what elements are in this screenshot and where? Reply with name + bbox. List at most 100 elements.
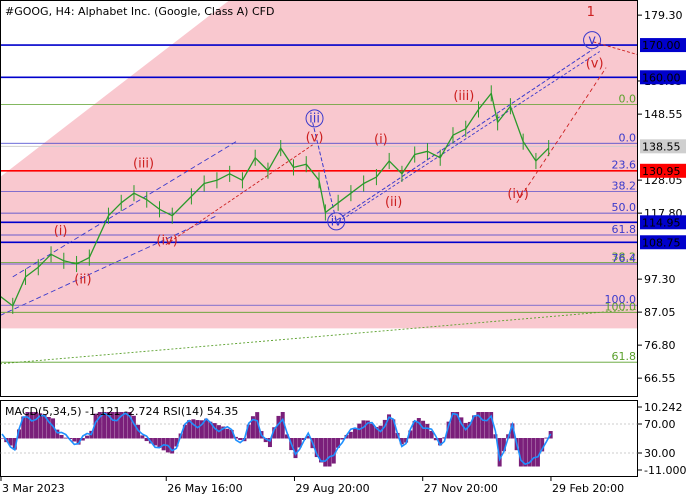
price-axis: 179.30158.85148.55128.05117.8097.3087.05… bbox=[638, 9, 683, 385]
macd-bar bbox=[182, 424, 187, 439]
macd-bar bbox=[544, 437, 549, 439]
macd-bar bbox=[348, 431, 353, 439]
x-tick-label: 3 Mar 2023 bbox=[2, 482, 65, 495]
macd-bar bbox=[467, 421, 472, 439]
sub-tick-label: 30.00 bbox=[644, 447, 676, 460]
macd-bar bbox=[76, 438, 81, 445]
wave-channel bbox=[0, 0, 638, 329]
macd-bar bbox=[382, 419, 387, 439]
macd-bar bbox=[140, 435, 145, 439]
macd-bar bbox=[0, 438, 4, 439]
wave-label: (v) bbox=[586, 57, 604, 72]
macd-bar bbox=[370, 423, 375, 439]
macd-bar bbox=[429, 430, 434, 439]
y-tick-label: 66.55 bbox=[644, 372, 676, 385]
macd-bar bbox=[153, 438, 158, 446]
y-tick-label: 87.05 bbox=[644, 306, 676, 319]
wave-label: v bbox=[588, 33, 596, 48]
price-tags: 170.00 160.00 138.55 130.95 114.95 108.75 bbox=[640, 38, 686, 250]
macd-bar bbox=[38, 413, 43, 439]
macd-bar bbox=[212, 423, 217, 439]
fib-green-label: 61.8 bbox=[612, 350, 637, 363]
price-series bbox=[0, 85, 550, 314]
macd-bar bbox=[106, 412, 111, 439]
macd-bar bbox=[55, 429, 60, 439]
y-tick-label: 76.80 bbox=[644, 339, 676, 352]
macd-bar bbox=[387, 414, 392, 439]
macd-bar bbox=[306, 435, 311, 439]
fib-blue-label: 23.6 bbox=[612, 159, 637, 172]
macd-bar bbox=[110, 412, 115, 439]
macd-bar bbox=[42, 414, 47, 439]
macd-bar bbox=[319, 438, 323, 463]
fib-blue-label: 76.4 bbox=[612, 252, 637, 265]
macd-bar bbox=[280, 412, 285, 439]
projection-top-line bbox=[593, 41, 638, 56]
price-tag-label: 130.95 bbox=[642, 165, 681, 178]
macd-bar bbox=[12, 438, 17, 450]
price-line bbox=[0, 92, 550, 307]
macd-bar bbox=[225, 428, 230, 439]
macd-bar bbox=[421, 420, 426, 439]
wave-label: (ii) bbox=[385, 195, 402, 210]
macd-bar bbox=[238, 438, 243, 441]
macd-bar bbox=[127, 412, 132, 439]
wave-label: (iii) bbox=[453, 89, 474, 104]
macd-bar bbox=[267, 438, 272, 448]
macd-bar bbox=[331, 438, 336, 464]
x-tick-label: 29 Aug 20:00 bbox=[295, 482, 369, 495]
channel-fill bbox=[0, 0, 638, 329]
wave-label: 1 bbox=[587, 5, 595, 20]
macd-bar bbox=[250, 416, 255, 439]
macd-bar bbox=[263, 438, 268, 443]
macd-bar bbox=[25, 412, 30, 439]
macd-bar bbox=[531, 438, 536, 467]
channel-top-line bbox=[12, 141, 237, 278]
wave-label: (iv) bbox=[507, 187, 528, 202]
fib-blue-label: 50.0 bbox=[612, 201, 637, 214]
macd-bar bbox=[527, 438, 532, 467]
macd-bar bbox=[233, 436, 238, 439]
macd-bar bbox=[323, 438, 328, 467]
price-tag-box bbox=[640, 70, 686, 85]
macd-bar bbox=[365, 420, 370, 439]
price-tag-box bbox=[640, 235, 686, 250]
indicator-title: MACD(5,34,5) -1.121 -2.724 RSI(14) 54.35 bbox=[5, 405, 238, 418]
macd-bar bbox=[293, 438, 298, 459]
fib-blue-label: 100.0 bbox=[605, 293, 637, 306]
x-tick-label: 27 Nov 20:00 bbox=[424, 482, 498, 495]
macd-bar bbox=[480, 412, 485, 439]
wave-label: (iii) bbox=[133, 156, 154, 171]
macd-bar bbox=[144, 438, 149, 442]
macd-bar bbox=[425, 423, 430, 439]
rsi-line bbox=[1, 412, 552, 466]
macd-bar bbox=[191, 419, 196, 439]
macd-bar bbox=[510, 423, 515, 439]
macd-bar bbox=[114, 412, 119, 439]
macd-bar bbox=[21, 416, 26, 439]
main-frame bbox=[0, 0, 638, 397]
fib-green-label: 38.2 bbox=[612, 250, 637, 263]
macd-bar bbox=[85, 435, 90, 439]
x-tick-label: 26 May 16:00 bbox=[167, 482, 242, 495]
macd-bar bbox=[59, 434, 64, 439]
wave-labels: (i) (ii) (iii) (iv) iii (v) iv (i) (ii) (iii) (iv)… bbox=[54, 5, 604, 287]
price-tag-box bbox=[640, 215, 686, 230]
macd-bar bbox=[208, 421, 213, 439]
price-levels bbox=[0, 44, 638, 363]
price-tag-box bbox=[640, 163, 686, 178]
projection-line bbox=[516, 67, 607, 204]
macd-bar bbox=[433, 438, 438, 441]
sub-tick-label: -11.000 bbox=[644, 464, 686, 477]
macd-bar bbox=[484, 412, 489, 439]
macd-bar bbox=[195, 420, 200, 439]
macd-bar bbox=[489, 412, 494, 439]
sub-tick-label: 70.00 bbox=[644, 418, 676, 431]
wave-label: (ii) bbox=[74, 272, 91, 287]
macd-bar bbox=[68, 438, 73, 439]
macd-bar bbox=[446, 421, 451, 439]
macd-bar bbox=[174, 438, 179, 447]
wave-label: (v) bbox=[306, 131, 324, 146]
